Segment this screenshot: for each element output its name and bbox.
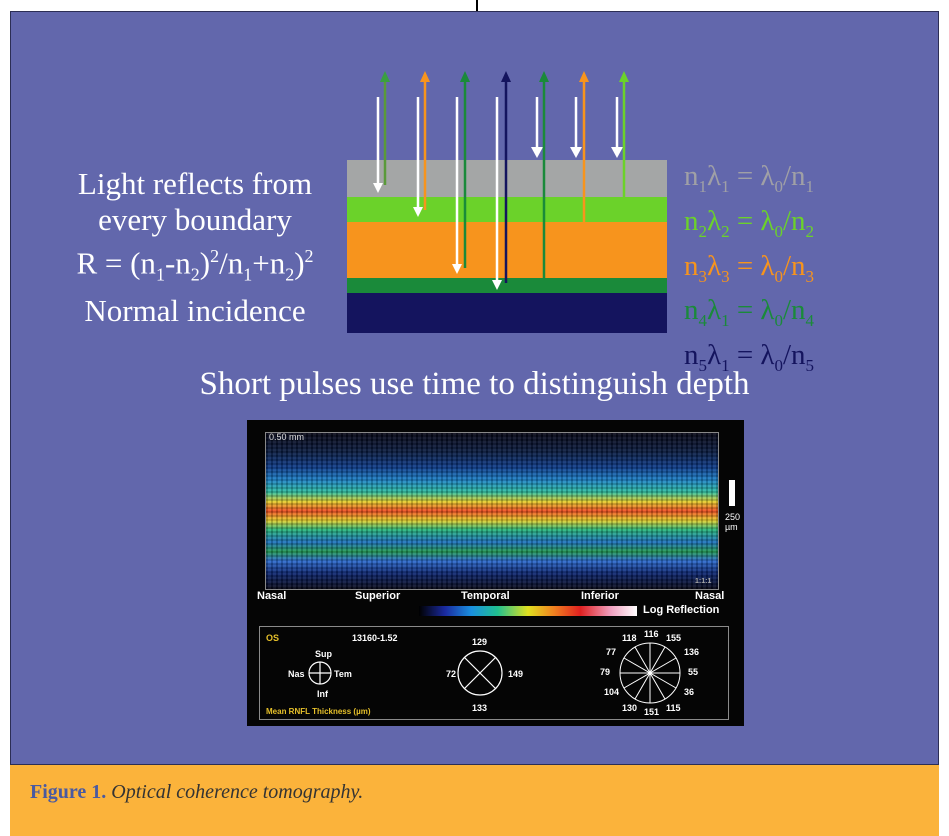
- figure-label: Figure 1.: [30, 781, 107, 803]
- incident-arrows: [373, 97, 623, 290]
- scan-id: 13160-1.52: [352, 633, 398, 643]
- explanation-line-1: Light reflects from: [77, 166, 313, 201]
- top-divider: [476, 0, 478, 12]
- label-tem: Tem: [334, 669, 352, 679]
- clock-value-4: 36: [684, 687, 695, 697]
- clock-value-9: 79: [600, 667, 611, 677]
- clock-value-2: 136: [684, 647, 700, 657]
- scale-label: 0.50 mm: [269, 432, 305, 442]
- equation-layer-3: n3λ3 = λ0/n3: [684, 249, 815, 286]
- scale-bar-label: 250 µm: [725, 512, 741, 532]
- scale-bar: [729, 480, 735, 506]
- short-pulses-text: Short pulses use time to distinguish dep…: [199, 366, 750, 402]
- orientation-compass: [308, 661, 332, 685]
- clock-value-10: 77: [606, 647, 617, 657]
- equation-layer-1: n1λ1 = λ0/n1: [684, 160, 815, 196]
- axis-label-superior: Superior: [355, 590, 401, 602]
- clock-value-3: 55: [688, 667, 699, 677]
- clock-value-1: 155: [666, 633, 682, 643]
- oct-cross-section: [265, 432, 719, 590]
- eye-label: OS: [266, 633, 280, 643]
- equation-layer-5: n5λ1 = λ0/n5: [684, 339, 815, 375]
- figure-caption: Figure 1. Optical coherence tomography.: [30, 781, 363, 804]
- axis-label-nasal-left: Nasal: [257, 590, 287, 602]
- thickness-diagrams: [308, 642, 681, 704]
- clock-value-8: 104: [604, 687, 620, 697]
- explanation-line-2: every boundary: [98, 202, 292, 237]
- axis-label-temporal: Temporal: [461, 590, 510, 602]
- clock-value-5: 115: [666, 703, 681, 713]
- clock-value-7: 130: [622, 703, 638, 713]
- thickness-panel: OS 13160-1.52: [259, 626, 729, 720]
- clock-value-11: 118: [622, 633, 637, 643]
- equation-layer-2: n2λ2 = λ0/n2: [684, 204, 815, 241]
- reflection-explanation: Light reflects from every boundary R = (…: [40, 166, 350, 329]
- reflectance-formula: R = (n1-n2)2/n1+n2)2: [76, 245, 314, 285]
- label-inf: Inf: [317, 689, 328, 699]
- clock-value-12: 116: [644, 629, 659, 639]
- quad-top-value: 129: [472, 637, 488, 647]
- label-nas: Nas: [288, 669, 305, 679]
- oct-scan-image: 0.50 mm 250 µm 1:1:1 Nasal Superior Tempo…: [247, 420, 744, 726]
- reflected-arrows: [380, 71, 629, 283]
- layer-5-navy: [347, 293, 667, 333]
- figure-description: Optical coherence tomography.: [106, 781, 364, 803]
- quad-right-value: 149: [508, 669, 524, 679]
- axis-label-nasal-right: Nasal: [695, 590, 725, 602]
- reflection-colorbar: [419, 606, 637, 616]
- equation-layer-4: n4λ1 = λ0/n4: [684, 294, 815, 331]
- quad-left-value: 72: [446, 669, 457, 679]
- clock-value-6: 151: [644, 707, 660, 717]
- layer-equations: n1λ1 = λ0/n1 n2λ2 = λ0/n2 n3λ3 = λ0/n3 n…: [684, 159, 864, 383]
- clock-hour-diagram: [619, 642, 681, 704]
- caption-bar: [10, 765, 939, 836]
- quadrant-diagram: [457, 650, 503, 696]
- corner-label: 1:1:1: [695, 578, 712, 585]
- label-sup: Sup: [315, 649, 332, 659]
- explanation-line-4: Normal incidence: [84, 292, 306, 328]
- quad-bottom-value: 133: [472, 703, 488, 713]
- thickness-footer: Mean RNFL Thickness (µm): [266, 707, 371, 716]
- axis-label-inferior: Inferior: [581, 590, 619, 602]
- colorbar-label: Log Reflection: [643, 604, 720, 616]
- layer-4-dark-green: [347, 278, 667, 293]
